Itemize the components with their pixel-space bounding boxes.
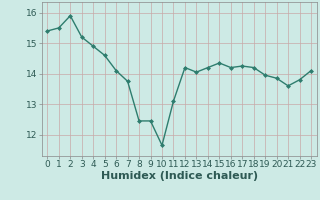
X-axis label: Humidex (Indice chaleur): Humidex (Indice chaleur): [100, 171, 258, 181]
